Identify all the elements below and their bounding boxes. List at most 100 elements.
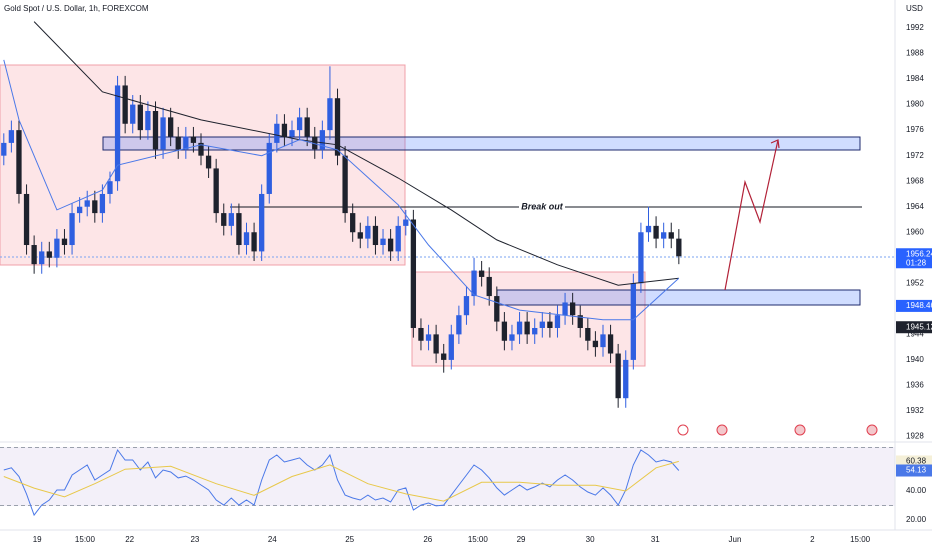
y-tick-label: 1968 [906,176,924,185]
candle-body [145,110,151,131]
moving-average [3,59,680,321]
candle-body [365,225,371,239]
candle-body [198,142,204,156]
candle-body [296,117,303,131]
y-tick-label: 1932 [906,406,924,415]
event-icon[interactable] [677,424,689,436]
candle-body [441,353,447,360]
rsi-ma-line [3,460,679,502]
y-tick-label: 1936 [906,381,924,390]
currency: USD [906,4,923,13]
candle-body [372,225,379,246]
candle-body [554,315,561,328]
projection-arrow [724,139,779,291]
candle-body [425,334,432,341]
x-tick-label: 15:00 [75,535,96,544]
candle-body [190,136,197,143]
candle-body [638,232,644,284]
candle-body [410,219,417,328]
candle-body [494,296,500,322]
candle-body [84,200,90,207]
candle-body [547,321,553,328]
candle-body [99,193,106,214]
candle-body [243,232,250,246]
candle-body [160,117,166,150]
candle-body [592,340,599,348]
y-tick-label: 1928 [906,432,924,441]
x-tick-label: 15:00 [468,535,489,544]
candle-body [645,225,652,233]
y-tick-label: 1976 [906,125,924,134]
x-tick-label: 25 [345,535,354,544]
candle-body [668,232,674,239]
x-tick-label: 23 [190,535,199,544]
candle-body [532,327,538,335]
last-price-box [896,248,932,269]
candle-body [448,334,454,360]
candle-body [289,130,295,137]
candle-body [403,219,409,226]
candle-body [569,302,576,316]
chart-title: Gold Spot / U.S. Dollar, 1h, FOREXCOM [4,4,149,13]
y-tick-label: 1944 [906,329,924,338]
candle-body [122,85,128,124]
candle-body [501,321,508,341]
candle-body [395,225,401,252]
candle-body [266,142,272,194]
candle-body [304,117,310,137]
candle-body [259,193,265,252]
rsi-label: 54.13 [906,466,927,475]
candle-body [312,136,318,150]
y-tick-label: 1980 [906,100,924,109]
event-icons [677,424,878,436]
candle-body [577,315,583,328]
candle-body [16,130,22,194]
event-icon[interactable] [866,424,878,436]
candle-body [357,232,363,239]
candle-body [509,334,515,341]
last-price: 1956.24 [906,249,932,258]
event-icon[interactable] [716,424,728,436]
y-tick-label: 1964 [906,202,924,211]
candle-body [334,98,341,156]
rsi-tick-label: 20.00 [906,515,927,524]
candle-body [54,238,60,258]
candle-body [130,104,136,124]
breakout-label-bg [519,200,565,214]
candle-body [46,251,52,258]
event-icon[interactable] [794,424,806,436]
candle-body [418,327,424,341]
candle-body [615,353,621,399]
candle-body [478,270,485,277]
candle-body [251,232,257,252]
y-tick-label: 1940 [906,355,924,364]
price-label-box [896,321,932,334]
candle-body [228,213,234,226]
candle-body [183,136,189,150]
candle-body [114,85,121,182]
rsi-box [896,464,932,477]
candle-body [31,245,37,265]
candle-body [1,142,7,156]
candle-body [8,130,15,143]
candle-body [653,225,659,239]
moving-average [33,21,679,286]
rsi-line [3,448,680,517]
candle-body [76,206,83,214]
candle-body [107,181,113,194]
x-tick-label: 24 [268,535,277,544]
rsi-ma-label: 60.38 [906,457,927,466]
y-tick-label: 1984 [906,74,924,83]
candle-body [213,168,219,214]
x-tick-label: 22 [125,535,134,544]
candle-body [61,238,68,246]
candle-body [274,123,280,143]
candle-body [623,359,629,399]
rsi-band [0,447,895,506]
candle-body [39,251,45,265]
candle-body [342,155,348,214]
candle-body [524,321,530,335]
candle-body [463,296,470,316]
x-tick-label: 29 [517,535,526,544]
candle-body [281,123,288,137]
